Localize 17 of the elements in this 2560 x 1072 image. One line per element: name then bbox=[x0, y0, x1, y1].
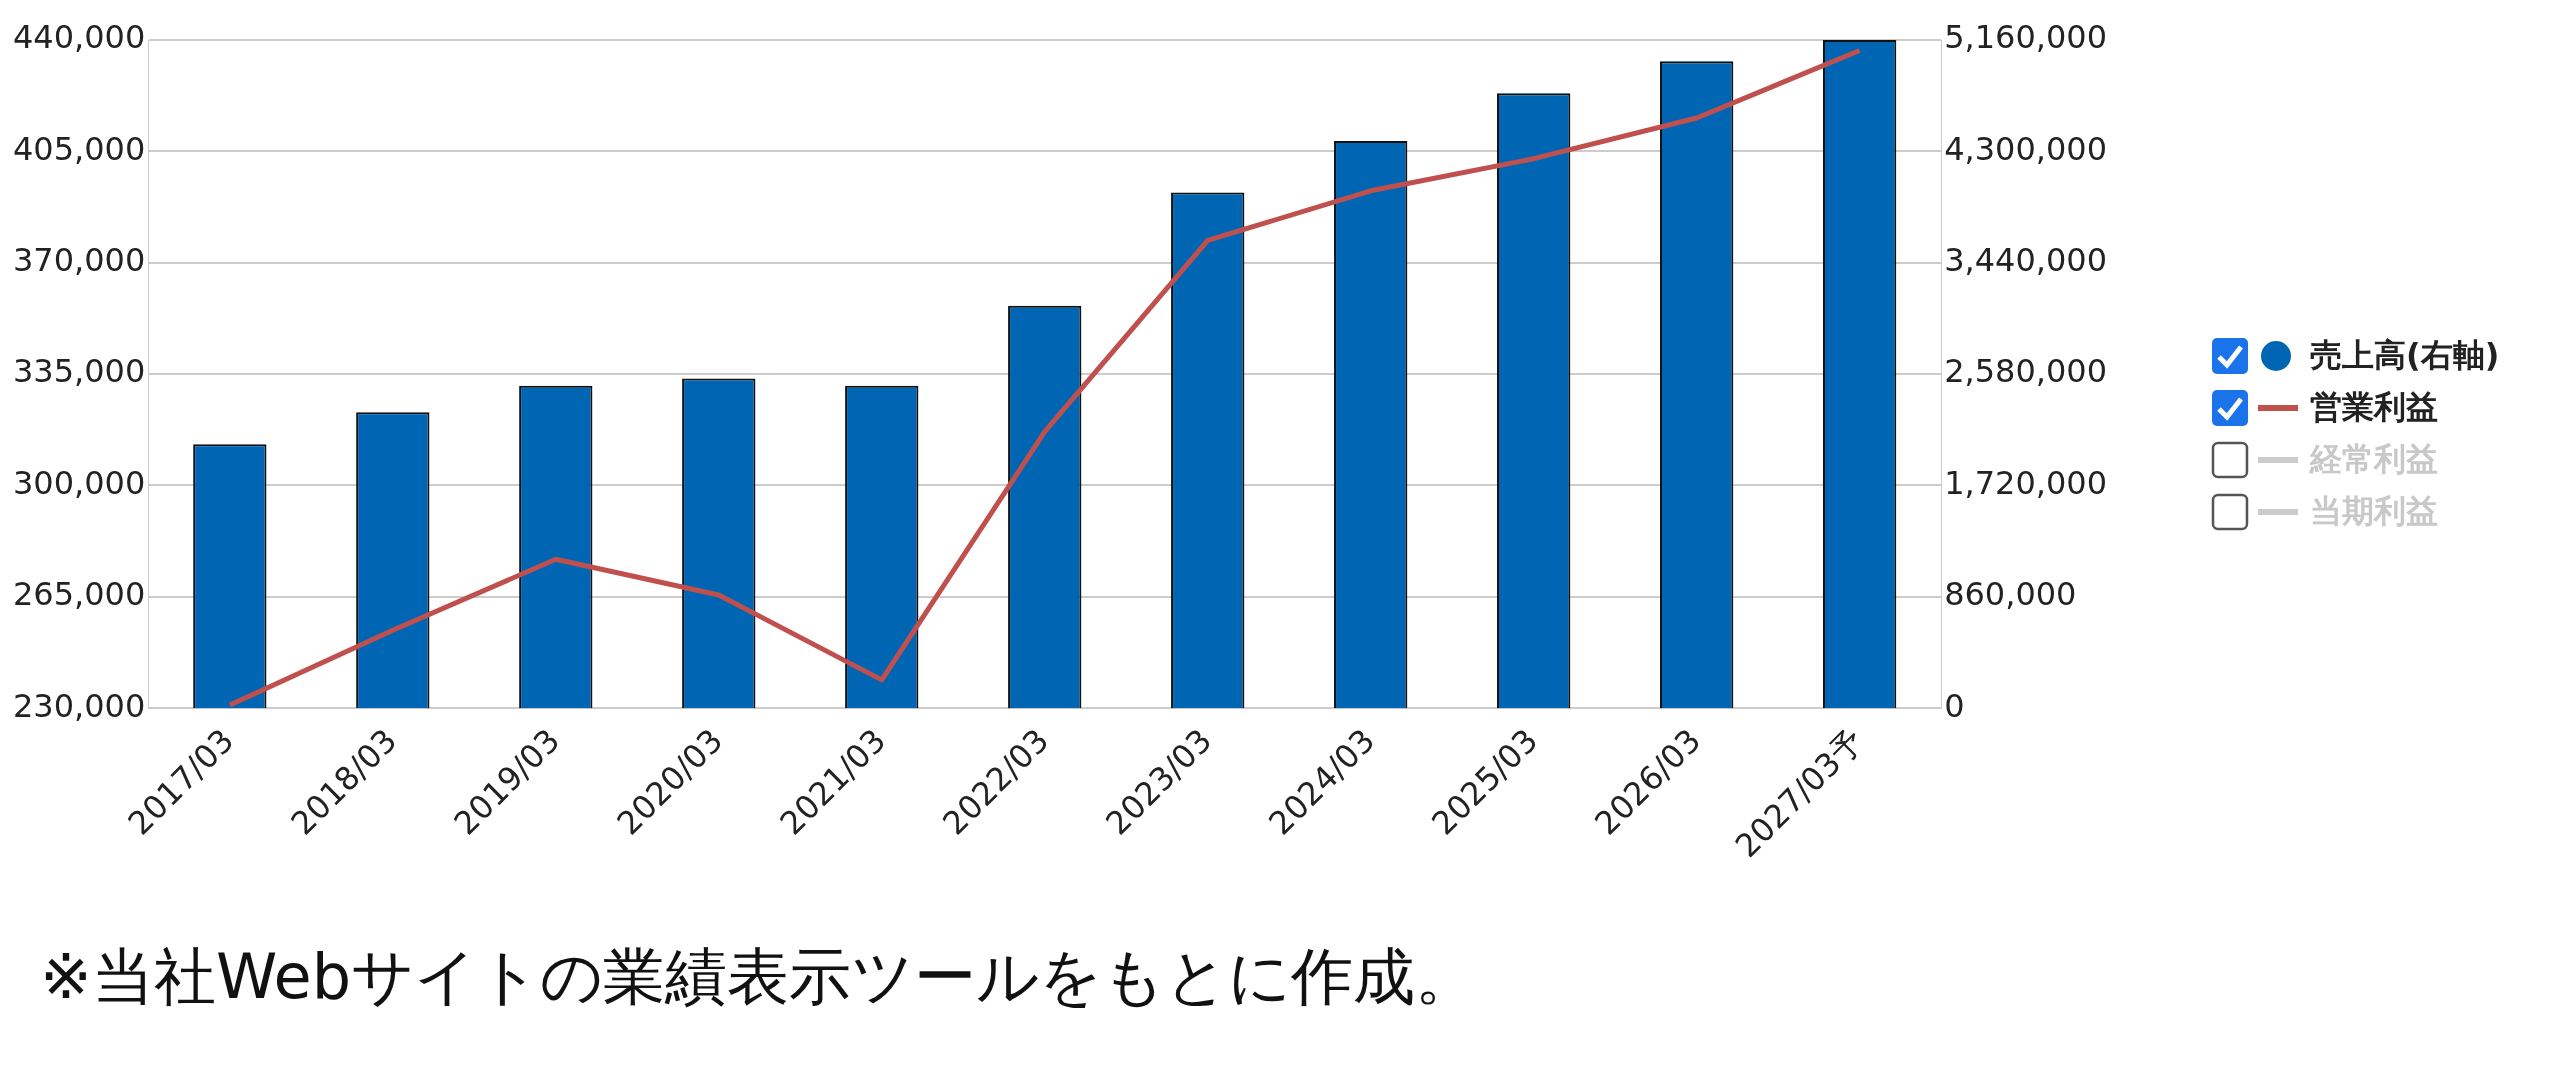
y-tick-label: 335,000 bbox=[13, 352, 146, 391]
y-tick-label: 230,000 bbox=[13, 686, 146, 725]
y2-tick-label: 4,300,000 bbox=[1944, 129, 2107, 168]
y2-tick-label: 860,000 bbox=[1944, 575, 2077, 614]
y-tick-label: 300,000 bbox=[13, 463, 146, 502]
y2-tick-label: 2,580,000 bbox=[1944, 352, 2107, 391]
y2-tick-label: 5,160,000 bbox=[1944, 18, 2107, 57]
y-tick-label: 405,000 bbox=[13, 129, 146, 168]
y2-tick-label: 1,720,000 bbox=[1944, 463, 2107, 502]
y2-tick-label: 3,440,000 bbox=[1944, 241, 2107, 280]
text: ※当社Webサイトの業績表示ツールをもとに作成。 bbox=[40, 939, 1478, 1015]
legend-label: 営業利益 bbox=[2310, 387, 2438, 428]
legend-label: 売上高(右軸) bbox=[2310, 335, 2500, 376]
y-tick-label: 440,000 bbox=[13, 18, 146, 57]
y-tick-label: 370,000 bbox=[13, 241, 146, 280]
y2-tick-label: 0 bbox=[1944, 686, 1965, 725]
y-tick-label: 265,000 bbox=[13, 575, 146, 614]
